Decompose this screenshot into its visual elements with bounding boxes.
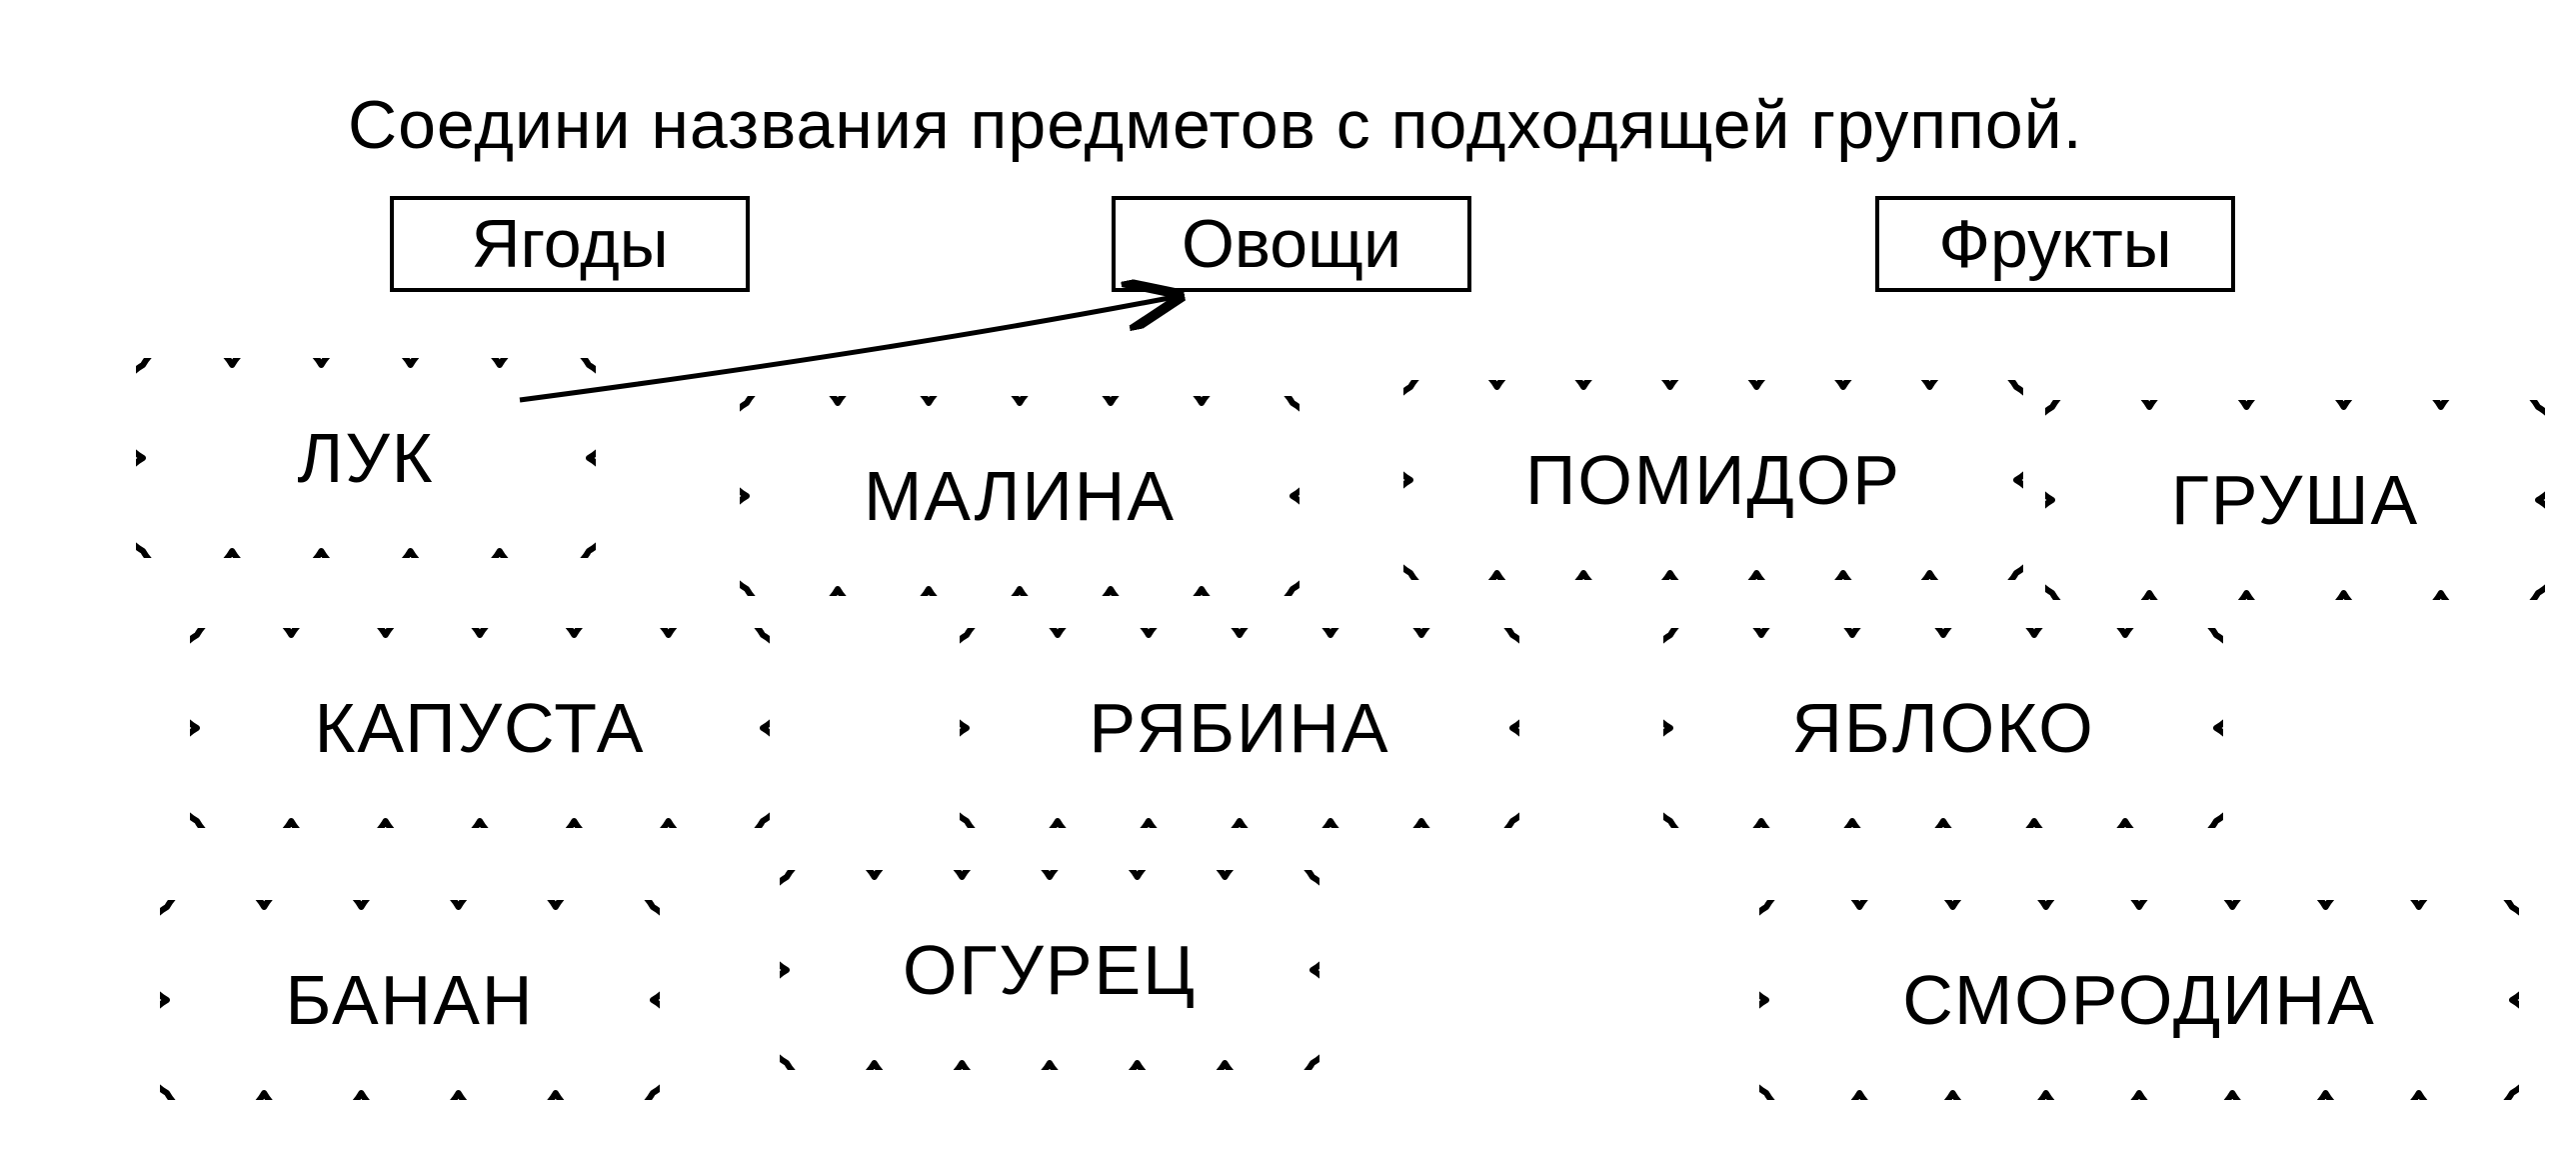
word-cloud[interactable]: ЯБЛОКО (1663, 628, 2223, 828)
cloud-label: КАПУСТА (315, 688, 646, 768)
category-box-fruits[interactable]: Фрукты (1875, 196, 2235, 292)
cloud-label: РЯБИНА (1089, 688, 1389, 768)
instruction-text: Соедини названия предметов с подходящей … (348, 86, 2083, 164)
category-label: Овощи (1182, 205, 1401, 283)
cloud-label: ГРУША (2171, 460, 2419, 540)
category-box-berries[interactable]: Ягоды (390, 196, 750, 292)
word-cloud[interactable]: КАПУСТА (190, 628, 770, 828)
word-cloud[interactable]: ПОМИДОР (1403, 380, 2023, 580)
cloud-label: СМОРОДИНА (1902, 960, 2376, 1040)
category-label: Ягоды (471, 205, 668, 283)
word-cloud[interactable]: СМОРОДИНА (1759, 900, 2519, 1100)
word-cloud[interactable]: РЯБИНА (960, 628, 1519, 828)
word-cloud[interactable]: БАНАН (160, 900, 660, 1100)
category-box-vegetables[interactable]: Овощи (1112, 196, 1471, 292)
word-cloud[interactable]: ГРУША (2045, 400, 2545, 600)
cloud-label: ЛУК (297, 418, 434, 498)
category-label: Фрукты (1938, 205, 2171, 283)
cloud-label: ПОМИДОР (1525, 440, 1901, 520)
cloud-label: ЯБЛОКО (1791, 688, 2094, 768)
cloud-label: ОГУРЕЦ (903, 930, 1197, 1010)
word-cloud[interactable]: ОГУРЕЦ (780, 870, 1319, 1070)
cloud-label: БАНАН (286, 960, 535, 1040)
word-cloud[interactable]: МАЛИНА (740, 396, 1299, 596)
word-cloud[interactable]: ЛУК (136, 358, 596, 558)
cloud-label: МАЛИНА (864, 456, 1176, 536)
